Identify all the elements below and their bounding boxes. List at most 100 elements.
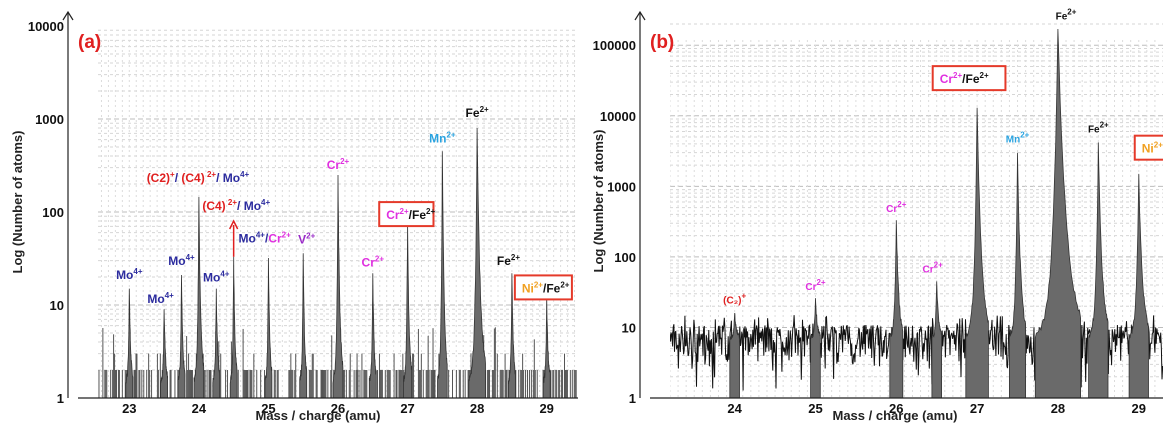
chart-panel-a: 23 24 25 26 27 28 29 1 10 100 1000 10000 Mass / char…: [10, 10, 578, 423]
label-box: [378, 201, 435, 228]
x-tick-label: 25: [808, 401, 822, 416]
peak-label-ion: Fe: [1088, 124, 1100, 135]
y-axis-arrow: [62, 10, 74, 21]
peak-label: Cr2+: [805, 278, 826, 293]
peak-label-charge: 4+: [133, 267, 142, 276]
peak: [468, 127, 486, 398]
peak-label: Mo4+: [168, 253, 195, 268]
y-axis-label: Log (Number of atoms): [591, 130, 606, 273]
label-ion: /: [265, 231, 269, 245]
label-box: [931, 65, 1007, 92]
x-tick-label: 24: [727, 401, 742, 416]
peak: [1128, 173, 1149, 398]
label-charge: 2+: [205, 170, 217, 179]
peak-label-ion: Cr: [886, 204, 897, 215]
x-tick-label: 26: [889, 401, 903, 416]
peaks: [729, 28, 1149, 398]
label-ion: Mo: [239, 231, 256, 245]
y-tick-label: 1: [57, 391, 64, 406]
label-charge: 4+: [240, 170, 249, 179]
x-tick-label: 28: [1051, 401, 1065, 416]
peak: [193, 196, 205, 398]
peak-label-ion: Cr: [923, 265, 934, 276]
peak-label-charge: 4+: [186, 253, 195, 262]
peak-label: Fe2+: [1056, 8, 1077, 23]
label-ion: Cr: [940, 72, 954, 86]
label-charge: 4+: [256, 230, 265, 239]
y-tick-label: 10: [50, 298, 64, 313]
compound-label: (C2)+/ (C4) 2+/ Mo4+: [147, 170, 250, 185]
y-tick-label: 100: [614, 250, 636, 265]
peak-label: Mn2+: [1006, 130, 1030, 145]
y-axis-arrow: [634, 10, 646, 21]
peak-label-ion: Mn: [1006, 134, 1020, 145]
peak-label: Cr2+: [327, 157, 350, 172]
peak: [1009, 152, 1026, 398]
peak: [437, 151, 448, 398]
panel-label: (b): [650, 32, 674, 53]
label-ion: (C4): [181, 171, 204, 185]
peak-label: Fe2+: [1088, 120, 1109, 135]
peak-label-ion: Mn: [429, 131, 446, 145]
label-box: [513, 274, 573, 301]
peak: [729, 312, 740, 398]
label-charge: 2+: [1154, 141, 1163, 150]
peak-label-ion: Mo: [203, 270, 220, 284]
peak-label-charge: 4+: [220, 269, 229, 278]
peak: [299, 253, 308, 398]
peak-label-ion: Fe: [1056, 12, 1068, 23]
x-tick-label: 26: [331, 401, 345, 416]
label-charge: 2+: [282, 230, 291, 239]
chart-panel-b: 24 25 26 27 28 29 1 10 100 1000 10000 100000 Mass / …: [591, 8, 1163, 423]
peak-label-charge: 4+: [165, 291, 174, 300]
compound-label: Mo4+/Cr2+: [239, 230, 292, 245]
peak-label-charge: 2+: [375, 254, 384, 263]
peak-label-ion: Fe: [497, 254, 511, 268]
peak-label-charge: 2+: [511, 253, 520, 262]
label-ion: /Fe: [962, 72, 980, 86]
peak: [332, 174, 344, 398]
peak: [810, 298, 821, 398]
x-axis-label: Mass / charge (amu): [256, 408, 381, 423]
x-tick-label: 29: [539, 401, 553, 416]
peak: [1034, 28, 1081, 398]
peak: [125, 288, 134, 398]
peak-label: Cr2+: [923, 261, 944, 276]
label-box: [1133, 134, 1163, 161]
peak-label-charge: +: [741, 291, 746, 300]
peak: [403, 223, 413, 398]
peak-label: Mn2+: [429, 130, 456, 145]
annotation-arrowhead: [228, 219, 239, 230]
peak-label-charge: 2+: [1020, 130, 1029, 139]
peak: [212, 288, 221, 398]
label-charge: 2+: [953, 71, 962, 80]
peak: [508, 273, 516, 398]
peak-label-charge: 2+: [480, 105, 489, 114]
peak-label-ion: Mo: [168, 254, 185, 268]
label-ion: Ni: [1142, 142, 1154, 156]
peak-label-ion: Cr: [362, 255, 376, 269]
label-ion: / Mo: [237, 199, 261, 213]
label-ion: (C4): [202, 199, 225, 213]
y-tick-label: 100: [42, 205, 64, 220]
label-ion: Cr: [268, 231, 282, 245]
x-tick-label: 28: [470, 401, 484, 416]
label-ion: / Mo: [216, 171, 240, 185]
y-tick-label: 100000: [593, 38, 636, 53]
label-charge: 2+: [426, 207, 435, 216]
peak-label: Mo4+: [203, 269, 230, 284]
label-charge: +: [170, 170, 175, 179]
y-tick-label: 1000: [35, 112, 64, 127]
peak-label-charge: 2+: [1100, 120, 1109, 129]
label-ion: Cr: [386, 208, 400, 222]
label-ion: (C2): [147, 171, 170, 185]
label-ion: Ni: [522, 281, 534, 295]
peak: [229, 256, 238, 398]
y-tick-label: 1: [629, 391, 636, 406]
peak: [931, 281, 942, 398]
peak-label: V2+: [298, 231, 315, 246]
peak: [177, 274, 186, 398]
label-ion: /: [175, 171, 182, 185]
peak-label-ion: (C₂): [723, 295, 741, 306]
